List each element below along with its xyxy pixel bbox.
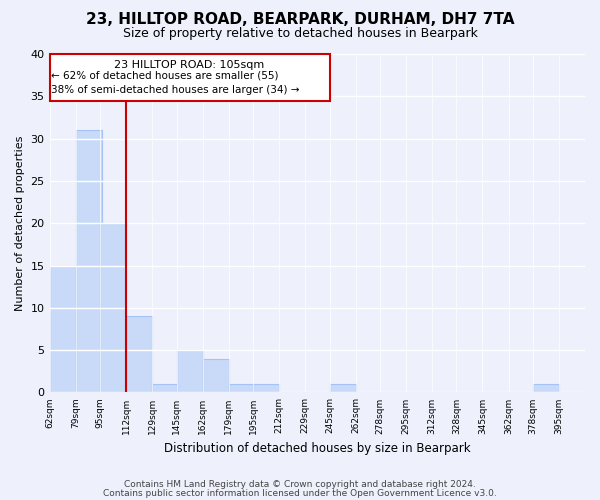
Text: 23, HILLTOP ROAD, BEARPARK, DURHAM, DH7 7TA: 23, HILLTOP ROAD, BEARPARK, DURHAM, DH7 … xyxy=(86,12,514,28)
Bar xyxy=(152,384,178,392)
Bar xyxy=(329,384,356,392)
Text: Size of property relative to detached houses in Bearpark: Size of property relative to detached ho… xyxy=(122,28,478,40)
Bar xyxy=(203,358,229,392)
Text: ← 62% of detached houses are smaller (55): ← 62% of detached houses are smaller (55… xyxy=(51,71,278,81)
Y-axis label: Number of detached properties: Number of detached properties xyxy=(15,136,25,311)
Bar xyxy=(100,223,126,392)
Bar xyxy=(126,316,152,392)
Bar xyxy=(176,350,203,393)
Text: 23 HILLTOP ROAD: 105sqm: 23 HILLTOP ROAD: 105sqm xyxy=(115,60,265,70)
Text: 38% of semi-detached houses are larger (34) →: 38% of semi-detached houses are larger (… xyxy=(51,86,299,96)
Text: Contains public sector information licensed under the Open Government Licence v3: Contains public sector information licen… xyxy=(103,488,497,498)
X-axis label: Distribution of detached houses by size in Bearpark: Distribution of detached houses by size … xyxy=(164,442,470,455)
Bar xyxy=(76,130,101,392)
Bar xyxy=(533,384,559,392)
FancyBboxPatch shape xyxy=(50,54,329,100)
Bar xyxy=(253,384,279,392)
Text: Contains HM Land Registry data © Crown copyright and database right 2024.: Contains HM Land Registry data © Crown c… xyxy=(124,480,476,489)
Bar xyxy=(50,266,76,392)
Bar xyxy=(229,384,254,392)
